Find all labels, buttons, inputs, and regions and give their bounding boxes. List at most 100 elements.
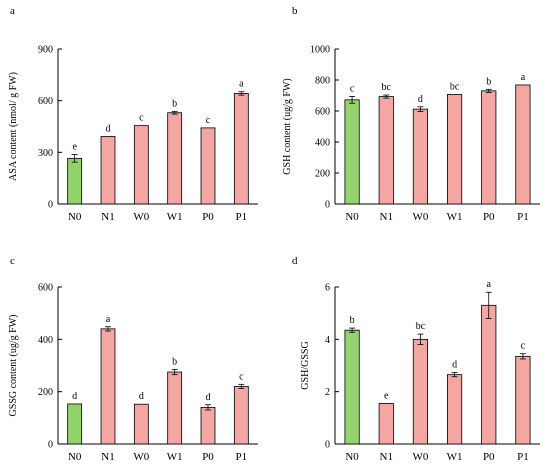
y-axis-label: GSH/GSSG xyxy=(300,341,311,389)
x-tick-label: W1 xyxy=(167,451,183,463)
significance-letter: c xyxy=(139,113,144,124)
panel-c: c 0 200 400 600 GSSG content (ug/g FW) d N0 a N1 d… xyxy=(8,255,258,463)
x-tick-label: W1 xyxy=(447,211,463,223)
bar-N1 xyxy=(100,136,116,205)
y-tick-label: 300 xyxy=(38,148,53,159)
y-tick-label: 900 xyxy=(38,45,53,56)
x-tick-label: P0 xyxy=(202,451,214,463)
bar-N0 xyxy=(67,403,83,445)
bar-P1 xyxy=(233,386,249,445)
significance-letter: e xyxy=(72,142,77,153)
panel-label: b xyxy=(292,5,298,17)
panel-a: a 0 300 600 900 ASA content (nmol/ g FW) e N0 d N… xyxy=(8,5,258,223)
x-tick-label: P0 xyxy=(483,451,495,463)
significance-letter: bc xyxy=(416,321,426,332)
bar-P0 xyxy=(481,304,497,445)
x-tick-label: P1 xyxy=(517,211,529,223)
y-axis-label: GSSG content (ug/g FW) xyxy=(8,315,19,417)
y-tick-label: 600 xyxy=(38,283,53,294)
bar-P1 xyxy=(515,355,531,445)
bar-N0 xyxy=(344,329,360,445)
bar-W0 xyxy=(133,125,149,205)
x-tick-label: N0 xyxy=(68,451,82,463)
significance-letter: bc xyxy=(382,82,392,93)
y-tick-label: 200 xyxy=(315,169,330,180)
x-tick-label: W0 xyxy=(133,211,149,223)
bar-W1 xyxy=(167,371,183,445)
y-tick-label: 2 xyxy=(325,387,330,398)
significance-letter: c xyxy=(350,83,355,94)
y-tick-label: 0 xyxy=(48,200,53,211)
bar-W0 xyxy=(133,403,149,445)
x-tick-label: N0 xyxy=(68,211,82,223)
x-tick-label: N1 xyxy=(380,211,393,223)
y-tick-label: 0 xyxy=(325,200,330,211)
significance-letter: d xyxy=(452,360,457,371)
significance-letter: b xyxy=(350,315,355,326)
significance-letter: a xyxy=(106,314,111,325)
y-axis-label: GSH content (ug/g FW) xyxy=(282,78,293,174)
significance-letter: b xyxy=(172,356,177,367)
bar-W0 xyxy=(412,338,428,445)
x-tick-label: W1 xyxy=(167,211,183,223)
x-tick-label: P0 xyxy=(202,211,214,223)
y-tick-label: 0 xyxy=(325,440,330,451)
significance-letter: d xyxy=(418,94,423,105)
bar-N1 xyxy=(378,96,394,205)
y-tick-label: 600 xyxy=(315,107,330,118)
bar-W1 xyxy=(447,94,463,205)
bar-P0 xyxy=(200,406,216,445)
x-tick-label: W0 xyxy=(412,451,428,463)
bar-W0 xyxy=(412,108,428,205)
bar-N0 xyxy=(67,157,83,205)
bar-P1 xyxy=(515,84,531,205)
y-tick-label: 4 xyxy=(325,335,330,346)
x-tick-label: W1 xyxy=(447,451,463,463)
x-tick-label: N0 xyxy=(345,211,359,223)
significance-letter: d xyxy=(72,391,77,402)
y-tick-label: 1000 xyxy=(310,45,330,56)
significance-letter: c xyxy=(239,371,244,382)
y-tick-label: 600 xyxy=(38,96,53,107)
x-tick-label: P1 xyxy=(236,451,248,463)
panel-label: d xyxy=(292,255,298,267)
significance-letter: c xyxy=(206,115,211,126)
bar-W1 xyxy=(447,374,463,445)
significance-letter: a xyxy=(487,279,492,290)
y-tick-label: 400 xyxy=(38,335,53,346)
significance-letter: c xyxy=(521,341,526,352)
y-tick-label: 0 xyxy=(48,440,53,451)
x-tick-label: P1 xyxy=(517,451,529,463)
bar-N0 xyxy=(344,99,360,205)
panel-b: b 0 200 400 600 800 1000 GSH content (ug/g FW) c… xyxy=(282,5,540,223)
panel-label: a xyxy=(10,5,15,17)
significance-letter: b xyxy=(172,98,177,109)
x-tick-label: P1 xyxy=(236,211,248,223)
x-tick-label: N0 xyxy=(345,451,359,463)
panel-label: c xyxy=(10,255,15,267)
x-tick-label: W0 xyxy=(412,211,428,223)
bar-P0 xyxy=(481,90,497,205)
x-tick-label: N1 xyxy=(380,451,393,463)
bar-P1 xyxy=(233,93,249,205)
bar-N1 xyxy=(378,403,394,445)
significance-letter: e xyxy=(384,390,389,401)
significance-letter: d xyxy=(206,392,211,403)
significance-letter: bc xyxy=(450,81,460,92)
bar-N1 xyxy=(100,328,116,445)
bar-W1 xyxy=(167,112,183,205)
panel-d: d 0 2 4 6 GSH/GSSG b N0 e N1 bc W0 d W1 a P0 c P1 xyxy=(292,255,540,463)
significance-letter: a xyxy=(239,79,244,90)
y-tick-label: 800 xyxy=(315,76,330,87)
bar-P0 xyxy=(200,127,216,205)
x-tick-label: W0 xyxy=(133,451,149,463)
significance-letter: a xyxy=(521,72,526,83)
x-tick-label: N1 xyxy=(101,211,114,223)
significance-letter: b xyxy=(486,76,491,87)
y-tick-label: 6 xyxy=(325,283,330,294)
significance-letter: d xyxy=(106,123,111,134)
x-tick-label: P0 xyxy=(483,211,495,223)
y-tick-label: 200 xyxy=(38,387,53,398)
significance-letter: d xyxy=(139,391,144,402)
